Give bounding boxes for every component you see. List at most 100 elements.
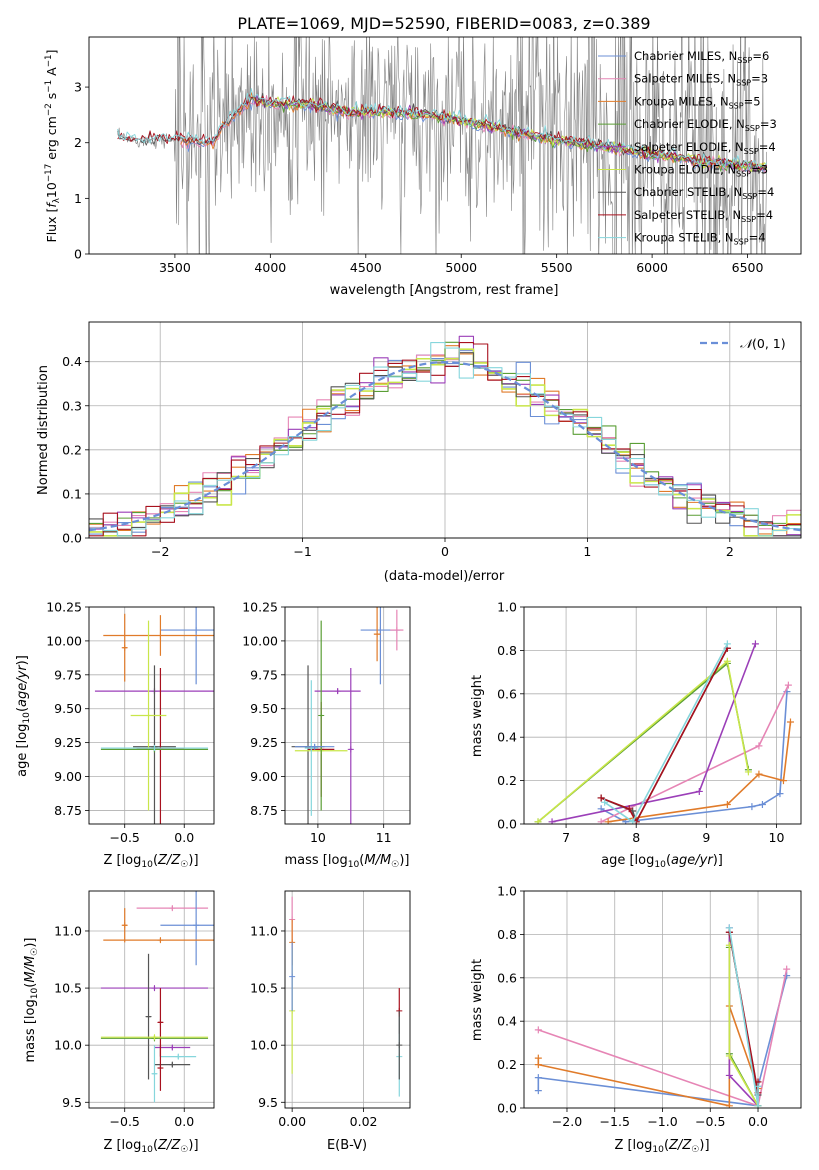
label-part: =4 <box>749 231 766 245</box>
gridlines <box>285 606 410 824</box>
series-salp_stelib <box>600 647 729 823</box>
data-point <box>145 712 152 719</box>
x-tick-label: 5000 <box>445 260 477 275</box>
label-part: −1 <box>44 54 54 67</box>
axes-frame <box>88 36 802 255</box>
x-tick-label: 0.0 <box>174 830 194 845</box>
data-point <box>629 818 637 824</box>
label-part: =5 <box>744 94 761 108</box>
y-tick-label: 10.25 <box>46 600 82 615</box>
x-tick-label: 5500 <box>541 260 573 275</box>
data-point <box>393 627 400 634</box>
y-tick-label: 9.5 <box>258 1095 278 1110</box>
label-part: Chabrier ELODIE, N <box>634 117 745 131</box>
axes-frame <box>88 890 215 1109</box>
data-point <box>308 745 315 752</box>
y-tick-label: 3 <box>74 80 82 95</box>
data-point <box>534 818 542 824</box>
data-point <box>169 1061 176 1068</box>
histogram-krou_stelib <box>89 342 801 537</box>
y-tick-label: 0 <box>74 247 82 262</box>
data-point <box>121 644 128 651</box>
plot-area <box>534 924 791 1108</box>
model-krou_elodie <box>251 96 768 173</box>
y-tick-label: 10.5 <box>250 981 278 996</box>
y-tick-label: 0.2 <box>497 773 517 788</box>
data-point <box>193 922 200 929</box>
label-part: Z [log <box>103 853 141 868</box>
axes-frame <box>523 606 802 825</box>
x-tick-label: −0.5 <box>110 830 140 845</box>
label-part: SSP <box>729 101 744 110</box>
y-tick-label: 10.5 <box>54 981 82 996</box>
axes-residuals: −2 −1 0 1 2 0.0 0.1 0.2 0.3 0.4 𝒩(0, 1) (data-model… <box>36 321 802 584</box>
label-part: s <box>44 93 59 104</box>
y-tick-label: 9.50 <box>250 701 278 716</box>
data-point <box>783 972 791 980</box>
plot-area <box>534 640 794 824</box>
label-part: age/yr <box>671 853 714 868</box>
data-point <box>725 924 733 932</box>
y-tick-label: 0.2 <box>497 1057 517 1072</box>
legend-label: 𝒩(0, 1) <box>740 336 786 351</box>
data-point <box>597 818 605 824</box>
label-part: −17 <box>44 164 54 182</box>
data-point <box>289 973 296 980</box>
legend-label: Chabrier STELIB, NSSP=4 <box>634 185 774 201</box>
data-point <box>748 803 756 811</box>
axes-frame <box>523 890 802 1109</box>
x-tick-label: 6000 <box>636 260 668 275</box>
data-point <box>534 1087 542 1095</box>
data-point <box>169 905 176 912</box>
data-point <box>751 640 759 648</box>
label-part: 10 <box>654 860 666 870</box>
y-tick-label: 0.4 <box>62 354 82 369</box>
ticks: 10 11 8.75 9.00 9.25 9.50 9.75 10.00 10.25 <box>242 600 391 846</box>
y-tick-label: 2 <box>74 135 82 150</box>
x-tick-label: −2 <box>151 544 169 559</box>
histogram-salp_elodie <box>89 335 801 537</box>
label-part: 10 <box>348 860 360 870</box>
plot-area <box>291 607 404 824</box>
label-part: age [log <box>15 724 30 777</box>
y-tick-label: 0.4 <box>497 730 517 745</box>
label-part: )] <box>188 853 198 868</box>
label-part: ☉ <box>180 1145 188 1155</box>
data-point <box>755 770 763 778</box>
label-part: Flux [ <box>44 208 59 243</box>
label-part: 10 <box>44 182 59 198</box>
legend-label: Kroupa STELIB, NSSP=4 <box>634 231 766 247</box>
label-part: Salpeter STELIB, N <box>634 208 741 222</box>
label-part: Salpeter MILES, N <box>634 72 736 86</box>
y-tick-label: 0.8 <box>497 643 517 658</box>
y-tick-label: 9.00 <box>54 769 82 784</box>
data-point <box>601 798 609 806</box>
label-part: )] <box>713 853 723 868</box>
legend: 𝒩(0, 1) <box>700 336 786 351</box>
label-part: Normed distribution <box>36 365 51 495</box>
ticks: −2.0 −1.5 −1.0 −0.5 0.0 0.0 0.2 0.4 0.6 0.8 1.0 <box>497 884 768 1130</box>
plot-area <box>117 37 768 254</box>
legend-label: Kroupa ELODIE, NSSP=3 <box>634 163 768 179</box>
y-tick-label: 0.4 <box>497 1014 517 1029</box>
label-part: age [log <box>601 853 654 868</box>
x-tick-label: −2.0 <box>552 1114 582 1129</box>
label-part: ☉ <box>30 948 40 956</box>
y-tick-label: 8.75 <box>250 803 278 818</box>
label-part: 10 <box>141 860 153 870</box>
series-krou_stelib <box>604 643 729 823</box>
y-tick-label: 9.25 <box>54 735 82 750</box>
label-part: =4 <box>757 185 774 199</box>
y-tick-label: 10.00 <box>242 633 278 648</box>
label-part: ] <box>44 50 59 55</box>
ticks: 3500 4000 4500 5000 5500 6000 6500 0 1 2 3 <box>74 80 763 275</box>
x-tick-label: 4500 <box>350 260 382 275</box>
y-tick-label: 0.0 <box>497 817 517 832</box>
data-point <box>396 1042 403 1049</box>
axes-age_vs_Z: −0.5 0.0 8.75 9.00 9.25 9.50 9.75 10.00 10.25 Z [… <box>15 600 215 870</box>
data-point <box>776 790 784 798</box>
ticks: −0.5 0.0 8.75 9.00 9.25 9.50 9.75 10.00 10.25 <box>46 600 194 846</box>
data-point <box>754 1082 762 1090</box>
